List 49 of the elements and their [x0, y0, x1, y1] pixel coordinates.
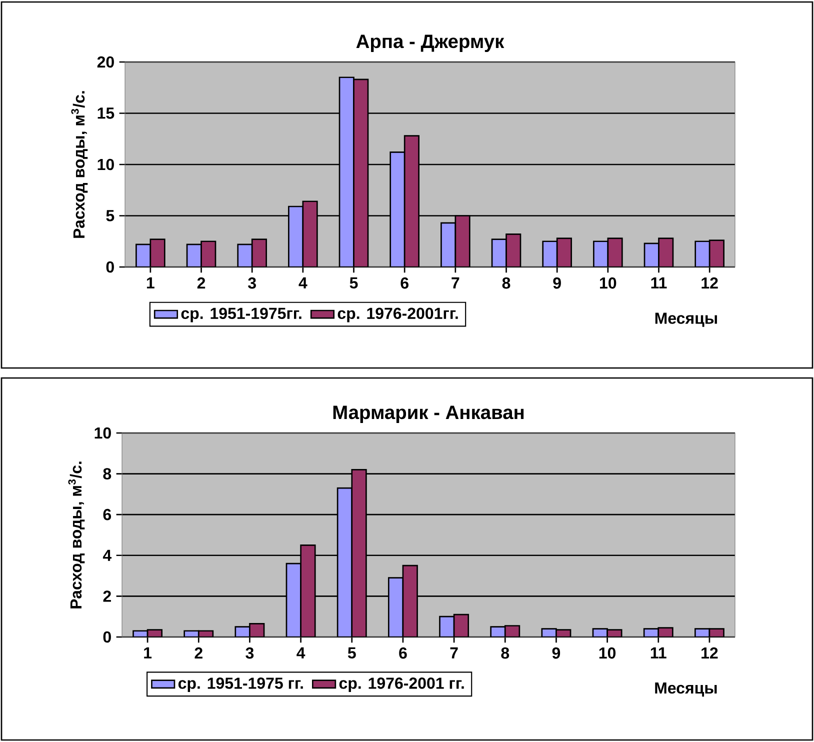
x-tick-label: 4	[298, 277, 308, 288]
x-tick-label: 3	[248, 277, 256, 289]
x-tick-label: 7	[450, 647, 458, 658]
x-tick-label: 12	[702, 647, 718, 659]
x-tick-label: 3	[246, 647, 254, 659]
x-axis-title: Месяцы	[655, 312, 717, 327]
y-axis-title: Расход воды, м$^{3}$/с.	[71, 91, 88, 238]
bar	[302, 200, 318, 267]
x-tick-label: 7	[452, 277, 460, 288]
legend-label: ср. 1976-2001 гг.	[339, 678, 464, 692]
x-tick-label: 10	[599, 647, 616, 659]
x-tick-label: 8	[502, 277, 510, 289]
x-tick-label: 1	[146, 277, 154, 288]
legend-label: ср. 1976-2001гг.	[338, 308, 458, 322]
chart-title: Арпа - Джермук	[356, 34, 504, 52]
x-tick-label: 11	[650, 647, 666, 658]
x-tick-label: 6	[399, 647, 407, 659]
bar	[300, 544, 316, 637]
y-tick-label: 5	[106, 210, 114, 222]
x-tick-label: 10	[600, 277, 616, 289]
x-axis-title: Месяцы	[655, 682, 717, 697]
y-tick-label: 10	[94, 427, 111, 439]
y-tick-label: 20	[97, 56, 114, 68]
legend-label: ср. 1951-1975 гг.	[178, 678, 303, 692]
x-tick-label: 8	[501, 647, 510, 659]
y-tick-label: 15	[98, 108, 114, 119]
x-tick-label: 11	[651, 277, 667, 288]
x-tick-label: 2	[197, 277, 206, 289]
x-tick-label: 12	[702, 277, 718, 289]
legend-label: ср. 1951-1975гг.	[181, 308, 302, 322]
chart-title: Мармарик - Анкаван	[333, 406, 524, 423]
x-tick-label: 2	[194, 647, 202, 659]
y-tick-label: 2	[103, 590, 111, 602]
y-tick-label: 10	[98, 158, 114, 170]
x-tick-label: 6	[400, 277, 408, 289]
bar	[353, 78, 369, 267]
y-axis-title: Расход воды, м$^{3}$/с.	[68, 462, 85, 608]
x-tick-label: 9	[552, 647, 560, 659]
x-tick-label: 5	[350, 277, 358, 289]
y-tick-label: 0	[106, 261, 114, 273]
y-tick-label: 4	[102, 550, 112, 561]
bar	[351, 469, 367, 637]
y-tick-label: 6	[103, 508, 112, 520]
x-tick-label: 1	[144, 647, 152, 658]
x-tick-label: 9	[553, 277, 561, 289]
y-tick-label: 8	[103, 468, 112, 480]
x-tick-label: 5	[348, 647, 356, 659]
y-tick-label: 0	[103, 631, 111, 643]
x-tick-label: 4	[296, 647, 306, 658]
